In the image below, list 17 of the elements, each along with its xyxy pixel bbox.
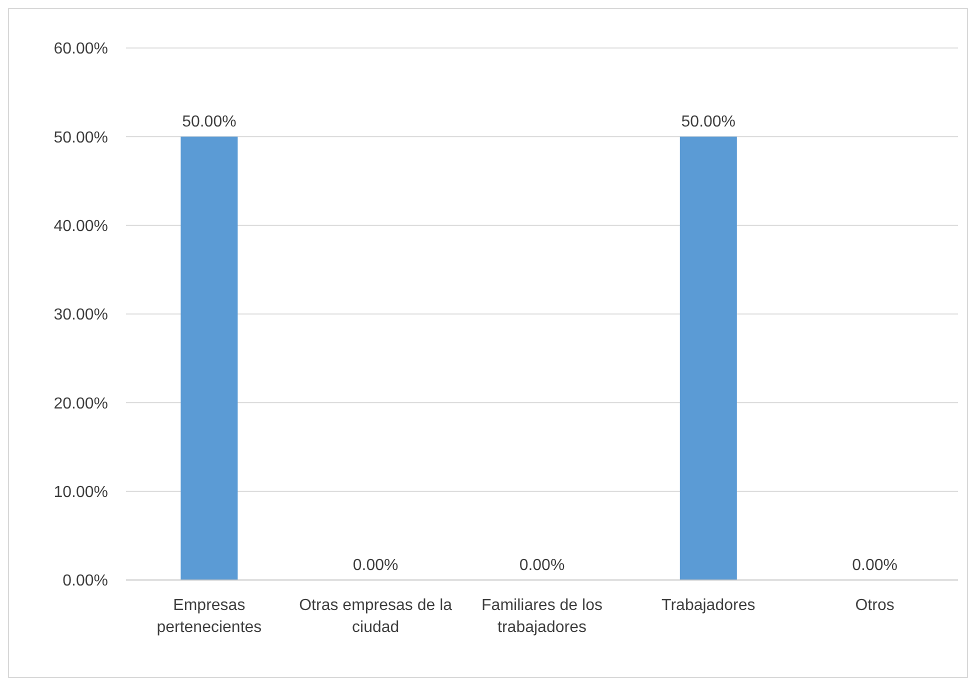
x-tick-label: Otros — [855, 597, 894, 614]
data-label: 0.00% — [852, 557, 898, 574]
y-tick-label: 50.00% — [54, 129, 108, 146]
y-tick-label: 10.00% — [54, 484, 108, 501]
x-tick-label: Empresas pertenecientes — [156, 597, 262, 636]
data-label: 0.00% — [352, 557, 398, 574]
y-tick-label: 20.00% — [54, 395, 108, 412]
x-tick-label: Otras empresas de la ciudad — [299, 597, 452, 636]
y-tick-label: 60.00% — [54, 40, 108, 58]
x-tick-label: Familiares de los trabajadores — [482, 597, 602, 636]
data-label: 50.00% — [182, 114, 236, 131]
y-tick-label: 40.00% — [54, 218, 108, 235]
data-label: 50.00% — [681, 114, 736, 131]
y-tick-label: 0.00% — [62, 572, 108, 590]
y-tick-label: 30.00% — [54, 306, 108, 324]
data-label: 0.00% — [519, 557, 565, 574]
x-tick-label: Trabajadores — [662, 597, 756, 614]
